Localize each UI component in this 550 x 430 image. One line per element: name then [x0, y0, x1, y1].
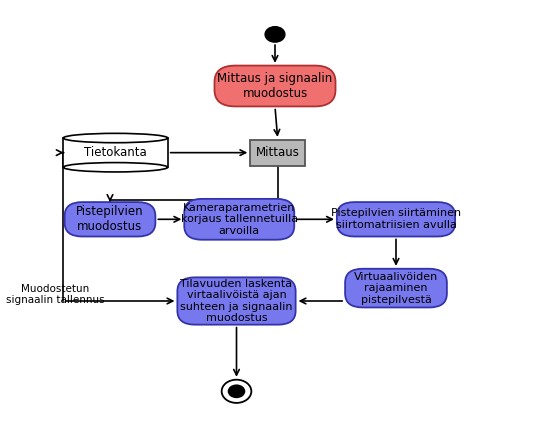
- Text: Muodostetun
signaalin tallennus: Muodostetun signaalin tallennus: [6, 284, 104, 305]
- Text: Virtuaalivöiden
rajaaminen
pistepilvestä: Virtuaalivöiden rajaaminen pistepilvestä: [354, 271, 438, 305]
- Text: Pistepilvien siirtäminen
siirtomatriisien avulla: Pistepilvien siirtäminen siirtomatriisie…: [331, 209, 461, 230]
- Bar: [64, 138, 167, 142]
- Circle shape: [222, 380, 251, 403]
- Ellipse shape: [63, 163, 168, 172]
- Ellipse shape: [63, 133, 168, 143]
- FancyBboxPatch shape: [214, 65, 336, 106]
- Text: Tietokanta: Tietokanta: [84, 146, 147, 159]
- FancyBboxPatch shape: [337, 202, 455, 237]
- Bar: [63, 138, 168, 167]
- Bar: [250, 140, 305, 166]
- FancyBboxPatch shape: [177, 277, 296, 325]
- Text: Mittaus ja signaalin
muodostus: Mittaus ja signaalin muodostus: [217, 72, 333, 100]
- Text: Tilavuuden laskenta
virtaalivöistä ajan
suhteen ja signaalin
muodostus: Tilavuuden laskenta virtaalivöistä ajan …: [180, 279, 293, 323]
- Text: Mittaus: Mittaus: [256, 146, 300, 159]
- Circle shape: [265, 27, 285, 42]
- FancyBboxPatch shape: [65, 202, 156, 237]
- Text: Kameraparametrien
korjaus tallennetuilla
arvoilla: Kameraparametrien korjaus tallennetuilla…: [181, 203, 298, 236]
- Text: Pistepilvien
muodostus: Pistepilvien muodostus: [76, 205, 144, 233]
- Circle shape: [228, 384, 245, 398]
- FancyBboxPatch shape: [345, 269, 447, 307]
- FancyBboxPatch shape: [184, 199, 294, 240]
